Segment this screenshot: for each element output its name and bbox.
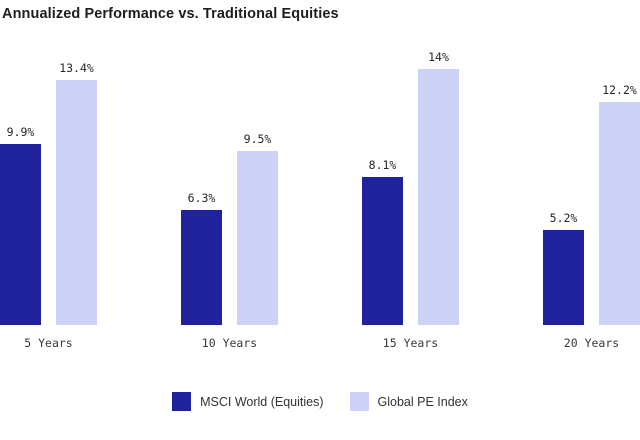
value-label-15-years-series-0: 8.1%: [368, 157, 397, 172]
legend: MSCI World (Equities) Global PE Index: [0, 392, 640, 411]
bar-group-20-years: 5.2% 12.2% 20 Years: [543, 0, 640, 350]
bar-group-5-years: 9.9% 13.4% 5 Years: [0, 0, 97, 350]
value-label-10-years-series-1: 9.5%: [243, 131, 272, 146]
legend-item-global-pe: Global PE Index: [349, 392, 468, 411]
legend-swatch-msci-world: [172, 392, 192, 411]
legend-swatch-global-pe: [349, 392, 369, 411]
bar-5-years-series-0: [0, 144, 41, 325]
legend-label-global-pe: Global PE Index: [377, 394, 468, 409]
bar-15-years-series-0: [362, 177, 403, 325]
bar-group-15-years: 8.1% 14% 15 Years: [362, 0, 459, 350]
bar-5-years-series-1: [56, 80, 97, 325]
value-label-10-years-series-0: 6.3%: [187, 190, 216, 205]
bar-20-years-series-0: [543, 230, 584, 325]
bar-15-years-series-1: [418, 69, 459, 325]
bar-10-years-series-1: [237, 151, 278, 325]
value-label-20-years-series-0: 5.2%: [549, 210, 578, 225]
bar-group-10-years: 6.3% 9.5% 10 Years: [181, 0, 278, 350]
value-label-5-years-series-0: 9.9%: [6, 124, 35, 139]
bar-10-years-series-0: [181, 210, 222, 325]
bar-20-years-series-1: [599, 102, 640, 325]
chart-title: Annualized Performance vs. Traditional E…: [2, 6, 339, 22]
legend-item-msci-world: MSCI World (Equities): [172, 392, 324, 411]
x-axis-label-15-years: 15 Years: [382, 336, 439, 350]
legend-label-msci-world: MSCI World (Equities): [200, 394, 324, 409]
value-label-15-years-series-1: 14%: [428, 49, 449, 64]
x-axis-label-10-years: 10 Years: [201, 336, 258, 350]
x-axis-label-20-years: 20 Years: [563, 336, 620, 350]
value-label-5-years-series-1: 13.4%: [59, 60, 94, 75]
value-label-20-years-series-1: 12.2%: [602, 82, 637, 97]
plot-area: 9.9% 13.4% 5 Years 6.3% 9.5% 10 Years 8.1% 14% 1…: [0, 0, 640, 350]
x-axis-label-5-years: 5 Years: [24, 336, 73, 350]
